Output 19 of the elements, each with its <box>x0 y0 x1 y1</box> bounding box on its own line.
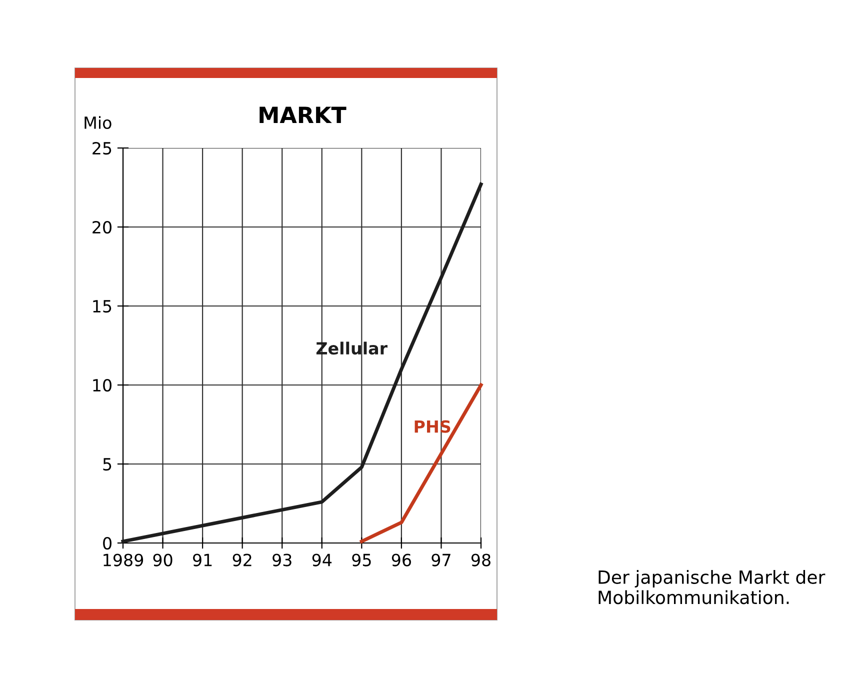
x-tick-label: 91 <box>193 554 212 566</box>
x-tick-label: 92 <box>232 554 252 566</box>
x-tick-label: 95 <box>352 554 371 566</box>
x-tick-label: 1989 <box>104 554 144 566</box>
y-tick-label: 10 <box>93 378 112 392</box>
text: Der japanische Markt der Mobilkommunikation. <box>598 570 826 604</box>
x-tick-label: 90 <box>153 554 172 566</box>
y-tick-label: 5 <box>103 458 112 471</box>
x-tick-label: 96 <box>392 554 411 566</box>
y-tick-label: 15 <box>93 300 112 313</box>
y-tick-label: 25 <box>92 142 112 155</box>
x-tick-label: 97 <box>432 554 450 566</box>
chart-title: MARKT <box>260 106 346 123</box>
y-tick-label: 0 <box>103 536 112 550</box>
x-tick-label: 93 <box>272 554 292 566</box>
y-axis-title: Mio <box>84 116 112 129</box>
x-tick-label: 94 <box>312 554 332 566</box>
x-tick-label: 98 <box>471 554 490 566</box>
y-tick-label: 20 <box>92 220 112 234</box>
